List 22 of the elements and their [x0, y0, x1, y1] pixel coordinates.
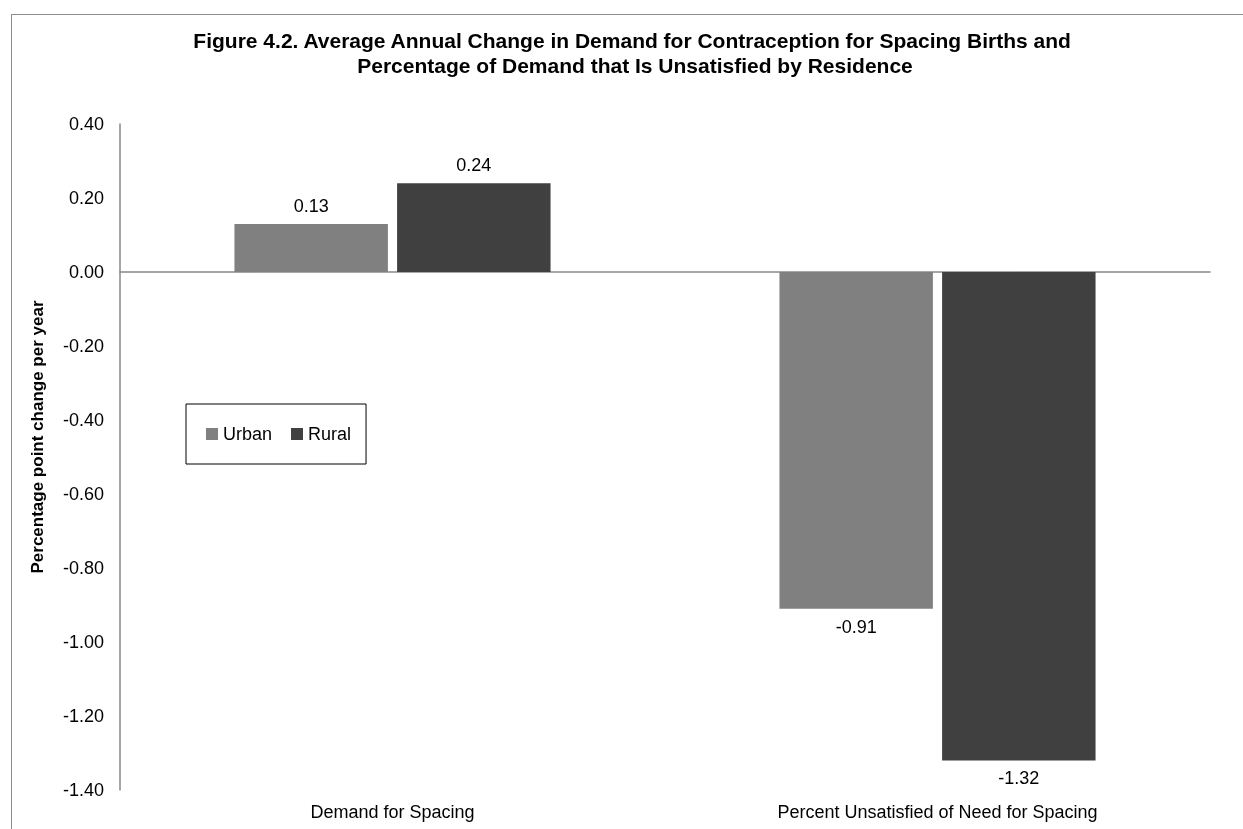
- data-label: -1.32: [998, 768, 1040, 789]
- y-tick-label: 0.00: [68, 262, 104, 282]
- y-tick-label: -0.40: [62, 410, 104, 430]
- y-axis-title: Percentage point change per year: [28, 300, 47, 574]
- legend-label: Rural: [308, 424, 352, 444]
- data-label: 0.13: [293, 195, 329, 216]
- bar: [942, 272, 1096, 761]
- y-tick-label: -1.40: [62, 780, 104, 800]
- y-tick-label: -1.00: [62, 632, 104, 652]
- legend-label: Urban: [223, 424, 273, 444]
- y-tick-label: -0.20: [62, 336, 104, 356]
- bar: [397, 183, 551, 272]
- chart-title: Figure 4.2. Average Annual Change in Demand for Contraception for Spacing Births and Percentage of Demand that Is Unsatisfied by Residence: [193, 29, 1077, 77]
- y-tick-label: 0.40: [68, 114, 104, 134]
- y-tick-label: 0.20: [68, 188, 104, 208]
- x-tick-label: Demand for Spacing: [310, 802, 475, 822]
- y-tick-label: -1.20: [62, 706, 104, 726]
- data-label: -0.91: [835, 616, 877, 637]
- x-tick-label: Percent Unsatisfied of Need for Spacing: [777, 802, 1098, 822]
- y-tick-label: -0.60: [62, 484, 104, 504]
- y-tick-label: -0.80: [62, 558, 104, 578]
- data-label: 0.24: [456, 155, 492, 176]
